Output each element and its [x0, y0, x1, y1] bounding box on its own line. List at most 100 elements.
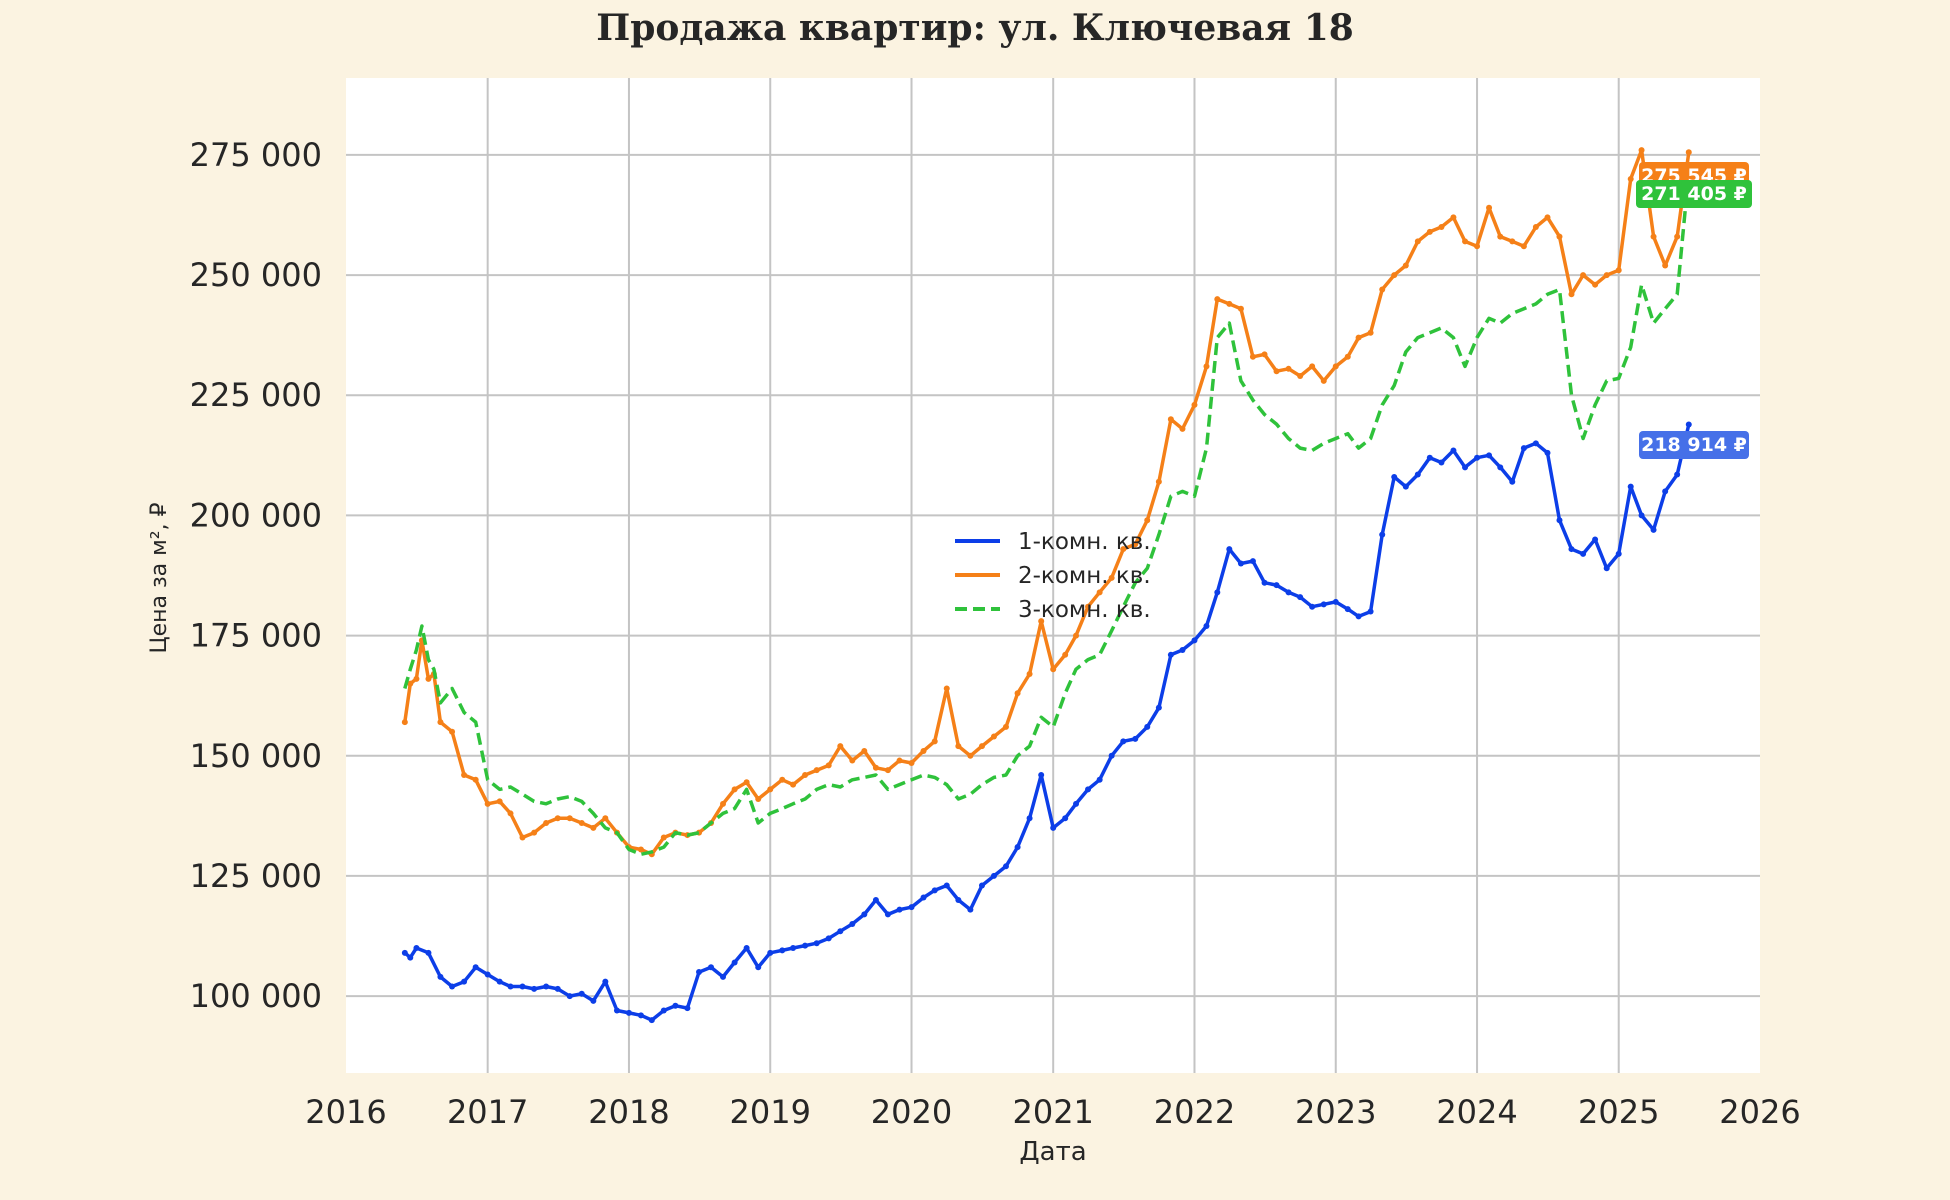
data-point	[1497, 233, 1504, 240]
data-point	[990, 733, 997, 740]
data-point	[1191, 637, 1198, 644]
data-point	[648, 1017, 655, 1024]
data-point	[1662, 262, 1669, 269]
data-point	[849, 757, 856, 764]
data-point	[1062, 815, 1069, 822]
data-point	[1497, 464, 1504, 471]
data-point	[407, 954, 414, 961]
data-point	[872, 896, 879, 903]
data-point	[955, 743, 962, 750]
data-point	[660, 834, 667, 841]
data-point	[1226, 546, 1233, 553]
data-point	[1155, 478, 1162, 485]
x-tick-label: 2020	[871, 1093, 952, 1131]
data-point	[1332, 363, 1339, 370]
data-point	[507, 810, 514, 817]
data-point	[1414, 471, 1421, 478]
data-point	[1544, 449, 1551, 456]
data-point	[813, 767, 820, 774]
data-point	[1426, 454, 1433, 461]
data-point	[1073, 800, 1080, 807]
data-point	[1332, 598, 1339, 605]
data-point	[1261, 579, 1268, 586]
data-point	[1367, 329, 1374, 336]
data-point	[896, 757, 903, 764]
data-point	[1167, 651, 1174, 658]
data-point	[1532, 224, 1539, 231]
badge-background	[1639, 431, 1749, 459]
data-point	[1191, 401, 1198, 408]
data-point	[519, 983, 526, 990]
data-point	[1226, 300, 1233, 307]
x-tick-label: 2023	[1295, 1093, 1376, 1131]
data-point	[967, 906, 974, 913]
data-point	[413, 675, 420, 682]
data-point	[1120, 546, 1127, 553]
data-point	[1486, 452, 1493, 459]
data-point	[955, 896, 962, 903]
legend-label: 1-комн. кв.	[1018, 529, 1151, 555]
data-point	[1085, 786, 1092, 793]
data-point	[1203, 363, 1210, 370]
data-point	[1580, 272, 1587, 279]
data-point	[554, 985, 561, 992]
data-point	[1674, 471, 1681, 478]
series-3	[403, 172, 1691, 857]
data-point	[1355, 613, 1362, 620]
data-point	[1108, 574, 1115, 581]
y-tick-label: 200 000	[190, 496, 322, 534]
data-point	[1638, 147, 1645, 154]
data-point	[790, 781, 797, 788]
data-point	[1462, 238, 1469, 245]
legend-label: 2-комн. кв.	[1018, 563, 1151, 589]
y-axis-ticks: 100 000 125 000 150 000 175 000 200 000 225 0…	[190, 136, 322, 1015]
data-point	[943, 685, 950, 692]
data-point	[461, 771, 468, 778]
data-point	[731, 786, 738, 793]
data-point	[708, 964, 715, 971]
data-point	[1568, 291, 1575, 298]
data-point	[578, 820, 585, 827]
data-point	[1132, 541, 1139, 548]
data-point	[1297, 373, 1304, 380]
data-point	[1120, 738, 1127, 745]
data-point	[1285, 589, 1292, 596]
data-point	[802, 771, 809, 778]
data-point	[1402, 483, 1409, 490]
data-point	[1297, 594, 1304, 601]
data-point	[1155, 704, 1162, 711]
data-point	[908, 759, 915, 766]
data-point	[1685, 149, 1692, 156]
data-point	[1402, 262, 1409, 269]
x-tick-label: 2022	[1154, 1093, 1235, 1131]
data-point	[1450, 447, 1457, 454]
data-point	[1438, 224, 1445, 231]
data-point	[543, 983, 550, 990]
data-point	[566, 993, 573, 1000]
data-point	[1638, 512, 1645, 519]
data-point	[837, 743, 844, 750]
x-tick-label: 2016	[305, 1093, 386, 1131]
data-point	[943, 882, 950, 889]
data-point	[813, 940, 820, 947]
data-point	[920, 747, 927, 754]
data-point	[1344, 606, 1351, 613]
data-point	[1062, 651, 1069, 658]
data-point	[519, 834, 526, 841]
data-point	[437, 973, 444, 980]
data-point	[1014, 844, 1021, 851]
y-tick-label: 225 000	[190, 376, 322, 414]
data-point	[825, 935, 832, 942]
data-point	[1038, 618, 1045, 625]
data-point	[849, 920, 856, 927]
data-point	[1108, 752, 1115, 759]
y-tick-label: 250 000	[190, 256, 322, 294]
data-point	[884, 911, 891, 918]
data-point	[1179, 425, 1186, 432]
data-point	[1249, 353, 1256, 360]
data-point	[401, 719, 408, 726]
y-tick-label: 150 000	[190, 737, 322, 775]
end-value-badge: 218 914 ₽	[1639, 431, 1749, 459]
badge-label: 218 914 ₽	[1641, 434, 1747, 456]
x-tick-label: 2026	[1719, 1093, 1800, 1131]
